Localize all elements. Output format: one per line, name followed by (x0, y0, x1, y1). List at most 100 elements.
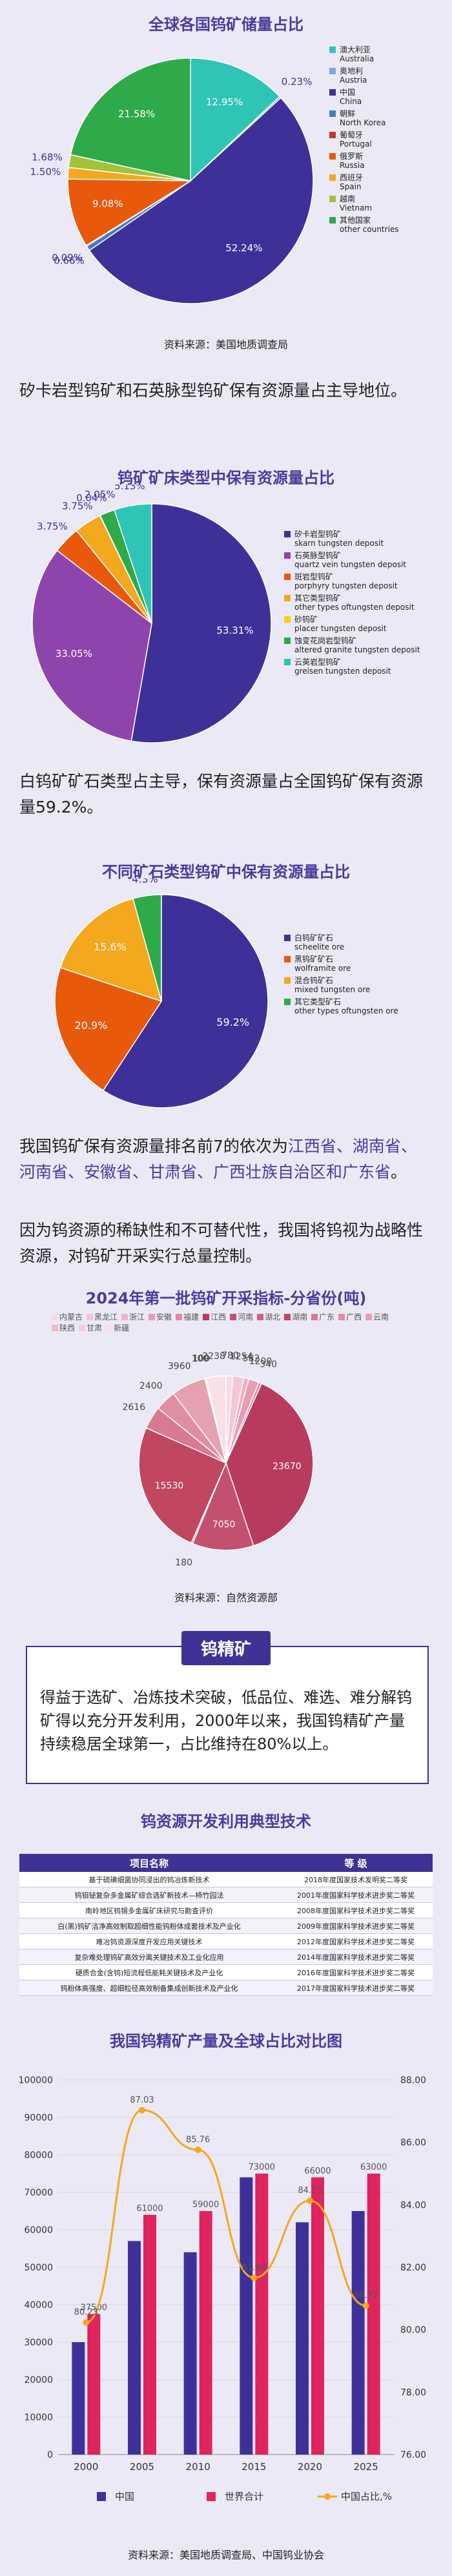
box-text: 得益于选矿、冶炼技术突破，低品位、难选、难分解钨矿得以充分开发利用，2000年以… (40, 1688, 412, 1753)
legend-swatch (284, 977, 291, 984)
legend-swatch (284, 956, 291, 962)
legend-item: 陕西 (52, 1322, 75, 1333)
legend-swatch (329, 47, 336, 53)
legend-swatch (329, 217, 336, 223)
legend-swatch-dot (324, 2493, 331, 2500)
legend-label: 其它类型钨矿 other types oftungsten deposit (294, 594, 415, 612)
y-left-tick: 10000 (24, 2413, 53, 2423)
bar-world (311, 2177, 324, 2455)
bar-label: 61000 (136, 2204, 163, 2214)
y-right-tick: 86.00 (400, 2138, 426, 2148)
chart3-title: 不同矿石类型钨矿中保有资源量占比 (102, 863, 350, 881)
legend-item: 福建 (176, 1311, 199, 1322)
legend-item: 云英岩型钨矿 greisen tungsten deposit (284, 658, 446, 676)
bar-label: 37500 (81, 2303, 107, 2313)
paragraph-3-provinces: 江西省、湖南省、河南省、安徽省、甘肃省、广西壮族自治区和广东省 (19, 1137, 417, 1181)
bar-label: 66000 (304, 2166, 331, 2176)
legend-item: 混合钨矿石 mixed tungsten ore (284, 976, 446, 994)
line-point (362, 2302, 369, 2309)
table-header-level: 等 级 (279, 1854, 433, 1872)
legend-item: 浙江 (121, 1311, 145, 1322)
legend-swatch (284, 595, 291, 601)
legend-item: 其它类型矿石 other types oftungsten ore (284, 997, 446, 1015)
pie-slice (114, 503, 152, 624)
legend-label: 石英脉型钨矿 quartz vein tungsten deposit (294, 551, 407, 569)
legend-item: 湖南 (284, 1311, 307, 1322)
legend-swatch (329, 110, 336, 117)
chart5-combo: 0 10000 20000 30000 40000 50000 60000 70000 8000… (19, 2075, 427, 2502)
y-left-tick: 40000 (24, 2300, 53, 2311)
pie-label: 4.3% (132, 878, 158, 886)
legend-swatch (79, 1324, 86, 1331)
legend-label: 俄罗斯 Russia (340, 152, 365, 170)
table-cell: 2018年度国家技术发明奖二等奖 (279, 1872, 433, 1887)
legend-swatch (121, 1313, 128, 1320)
tungsten-concentrate-box: 得益于选矿、冶炼技术突破，低品位、难选、难分解钨矿得以充分开发利用，2000年以… (26, 1646, 429, 1784)
pie-slice (138, 1427, 227, 1544)
legend-label: 澳大利亚 Australia (340, 45, 375, 63)
y-left-tick: 30000 (24, 2338, 53, 2348)
pie-label: 5.13% (114, 484, 145, 492)
legend-item: 俄罗斯 Russia (329, 152, 446, 170)
line-point (251, 2274, 258, 2281)
line-point (83, 2319, 90, 2326)
y-left-tick: 50000 (24, 2263, 53, 2273)
y-left-tick: 80000 (24, 2150, 53, 2161)
chart5-title: 我国钨精矿产量及全球占比对比图 (110, 2032, 342, 2050)
bar-world (367, 2174, 380, 2455)
chart1-legend: 澳大利亚 Australia 奥地利 Austria 中国 China 朝鲜 North Ko… (329, 45, 446, 237)
legend-swatch (207, 2492, 216, 2501)
legend-item: 新疆 (106, 1322, 129, 1333)
table-cell: 2016年度国家科学技术进步奖二等奖 (279, 1964, 433, 1980)
pie-label: 3.75% (62, 500, 93, 512)
chart4-title: 2024年第一批钨矿开采指标-分省份(吨) (85, 1289, 367, 1307)
table-cell: 2001年度国家科学技术进步奖二等奖 (279, 1887, 433, 1903)
pie-label: 53.31% (216, 625, 253, 636)
table-row: 钨粉体高强度、超细粒径高效制备集成创新技术及产业化 2017年度国家科学技术进步奖… (19, 1980, 433, 1996)
table-row: 硬质合金(含钨)短流程低能耗关键技术及产业化 2016年度国家科学技术进步奖二等奖 (19, 1964, 433, 1980)
x-tick: 2010 (186, 2461, 211, 2473)
line-label: 85.76 (186, 2135, 210, 2145)
y-left-tick: 90000 (24, 2113, 53, 2123)
x-tick: 2005 (130, 2461, 154, 2473)
bar-world (255, 2174, 269, 2455)
legend-label: 新疆 (114, 1324, 130, 1333)
y-left-tick: 60000 (24, 2225, 53, 2236)
chart3-pie: 59.2% 20.9% 15.6% 4.3% (54, 878, 269, 1108)
line-label: 84.13 (298, 2186, 322, 2196)
legend-label: 广西 (346, 1313, 362, 1322)
legend-item: 石英脉型钨矿 quartz vein tungsten deposit (284, 551, 446, 569)
legend-label: 湖南 (292, 1313, 308, 1322)
paragraph-3-prefix: 我国钨矿保有资源量排名前7的依次为 (19, 1137, 288, 1156)
bar-world (199, 2211, 212, 2455)
section-province-quota: 2024年第一批钨矿开采指标-分省份(吨) 内蒙古 黑龙江 浙江 安徽 福建 江西 河南 湖北… (0, 1285, 452, 1604)
legend-swatch (284, 638, 291, 644)
y-left-tick: 20000 (24, 2375, 53, 2385)
paragraph-4: 因为钨资源的稀缺性和不可替代性，我国将钨视为战略性资源，对钨矿开采实行总量控制。 (19, 1221, 424, 1265)
pie-label: 12.95% (206, 96, 243, 108)
legend-label: 安徽 (156, 1313, 172, 1322)
pie-label: 780 (221, 1351, 239, 1361)
pie-label: 23670 (272, 1462, 302, 1472)
y-right-tick: 82.00 (400, 2263, 426, 2273)
legend-item: 广西 (338, 1311, 362, 1322)
x-tick: 2025 (354, 2461, 378, 2473)
pie-label: 1.50% (30, 166, 61, 178)
legend-label: 黑钨矿矿石 wolframite ore (294, 955, 351, 973)
pie-label: 1200 (249, 1356, 272, 1367)
chart3-legend: 白钨矿矿石 scheelite ore 黑钨矿矿石 wolframite ore 混合钨… (284, 933, 446, 1019)
legend-item: 澳大利亚 Australia (329, 45, 446, 63)
legend-item: 内蒙古 (52, 1311, 83, 1322)
pie-label: 9.08% (92, 198, 123, 209)
bar-china (183, 2252, 197, 2455)
legend-swatch (284, 1313, 291, 1320)
legend-swatch (284, 552, 291, 559)
series-line-share (85, 2109, 366, 2324)
line-label: 80.77 (354, 2290, 378, 2300)
y-right-tick: 88.00 (400, 2075, 426, 2086)
table-cell: 2009年度国家科学技术进步奖二等奖 (279, 1918, 433, 1934)
y-left-tick: 0 (47, 2450, 53, 2460)
x-tick: 2000 (74, 2461, 98, 2473)
legend-label: 其他国家 other countries (340, 216, 399, 234)
